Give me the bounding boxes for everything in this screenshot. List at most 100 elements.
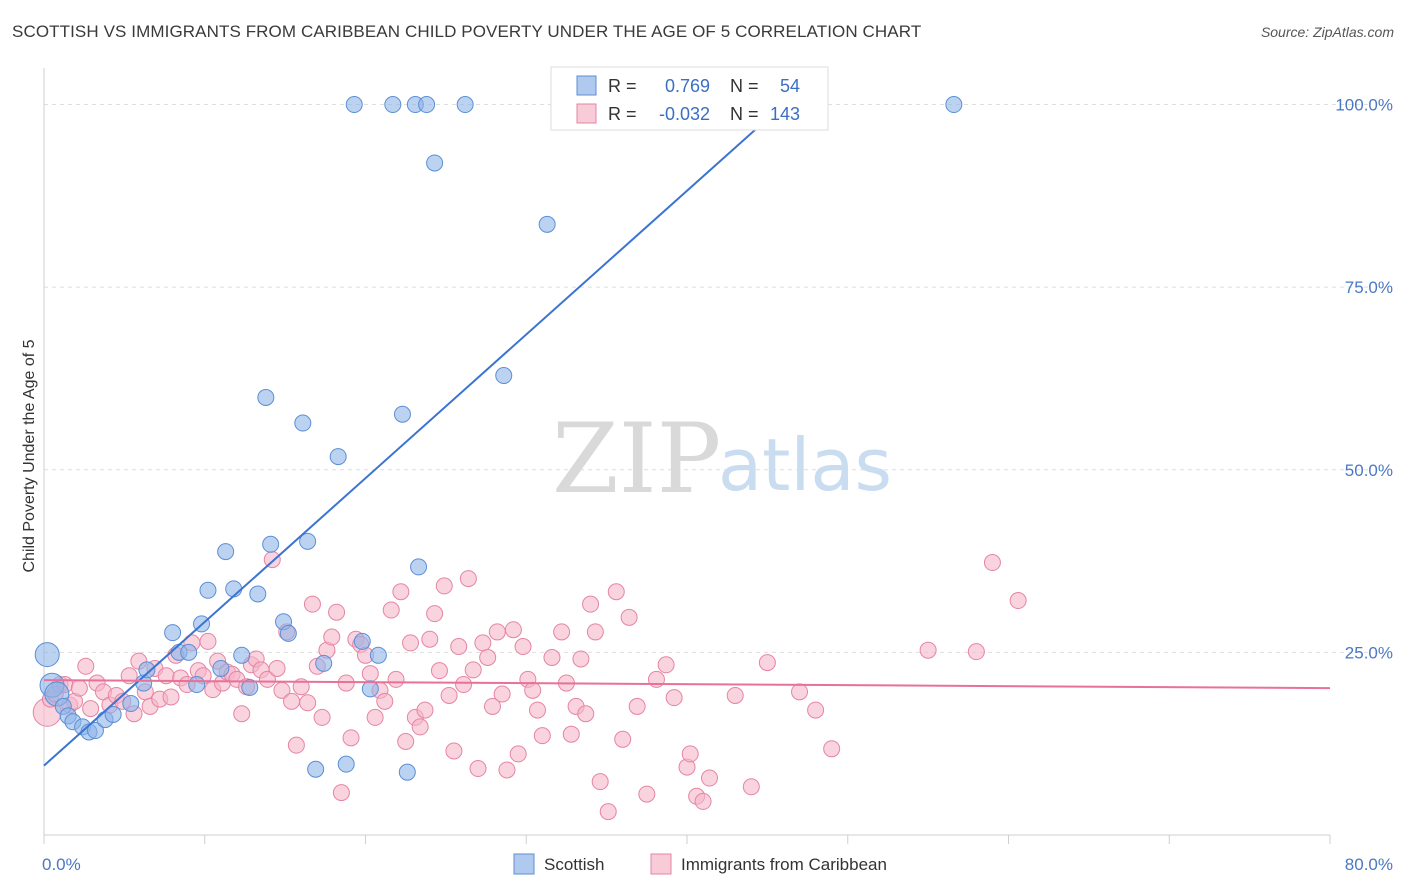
caribbean-point bbox=[553, 623, 571, 641]
caribbean-point bbox=[342, 729, 360, 747]
caribbean-point bbox=[967, 643, 985, 661]
scottish-point bbox=[456, 96, 474, 114]
caribbean-point bbox=[299, 694, 317, 712]
scottish-point bbox=[279, 624, 297, 642]
scottish-point bbox=[353, 632, 371, 650]
caribbean-point bbox=[435, 577, 453, 595]
caribbean-point bbox=[498, 761, 516, 779]
scottish-point bbox=[217, 543, 235, 561]
scottish-point bbox=[180, 643, 198, 661]
scottish-point bbox=[307, 760, 325, 778]
scottish-point bbox=[369, 646, 387, 664]
y-axis-label: Child Poverty Under the Age of 5 bbox=[21, 339, 38, 572]
caribbean-point bbox=[620, 608, 638, 626]
caribbean-point bbox=[411, 718, 429, 736]
legend-label-caribbean: Immigrants from Caribbean bbox=[681, 855, 887, 874]
grid bbox=[44, 104, 1370, 653]
y-tick-label: 100.0% bbox=[1335, 96, 1393, 115]
caribbean-point bbox=[421, 630, 439, 648]
scottish-point bbox=[384, 96, 402, 114]
scottish-point bbox=[418, 96, 436, 114]
chart-title: SCOTTISH VS IMMIGRANTS FROM CARIBBEAN CH… bbox=[12, 22, 922, 41]
caribbean-point bbox=[657, 656, 675, 674]
caribbean-point bbox=[199, 632, 217, 650]
legend: Scottish Immigrants from Caribbean bbox=[513, 853, 887, 875]
caribbean-point bbox=[464, 661, 482, 679]
caribbean-point bbox=[586, 623, 604, 641]
scottish-point bbox=[426, 154, 444, 172]
caribbean-point bbox=[258, 670, 276, 688]
scottish-point bbox=[495, 367, 513, 385]
scottish-point bbox=[337, 755, 355, 773]
caribbean-point bbox=[529, 701, 547, 719]
caribbean-point bbox=[382, 601, 400, 619]
stats-box: R = 0.769 N = 54 R = -0.032 N = 143 bbox=[550, 66, 829, 131]
caribbean-point bbox=[303, 595, 321, 613]
caribbean-point bbox=[726, 686, 744, 704]
stats-swatch-caribbean bbox=[576, 103, 597, 124]
stats-r-label-caribbean: R = bbox=[608, 104, 637, 124]
caribbean-point bbox=[483, 697, 501, 715]
scottish-point bbox=[361, 680, 379, 698]
caribbean-point bbox=[361, 665, 379, 683]
caribbean-point bbox=[328, 603, 346, 621]
stats-r-value-scottish: 0.769 bbox=[665, 76, 710, 96]
caribbean-point bbox=[77, 657, 95, 675]
watermark-atlas: atlas bbox=[718, 423, 892, 507]
chart-source: Source: ZipAtlas.com bbox=[1260, 24, 1394, 40]
caribbean-point bbox=[614, 730, 632, 748]
scottish-point bbox=[262, 535, 280, 553]
caribbean-point bbox=[1009, 592, 1027, 610]
caribbean-point bbox=[233, 705, 251, 723]
scottish-point bbox=[315, 654, 333, 672]
x-tick-label: 80.0% bbox=[1345, 855, 1393, 874]
caribbean-point bbox=[474, 634, 492, 652]
caribbean-point bbox=[469, 760, 487, 778]
caribbean-point bbox=[313, 708, 331, 726]
legend-swatch-caribbean bbox=[650, 853, 672, 875]
caribbean-point bbox=[402, 634, 420, 652]
caribbean-point bbox=[162, 688, 180, 706]
caribbean-point bbox=[479, 648, 497, 666]
caribbean-point bbox=[599, 803, 617, 821]
caribbean-point bbox=[440, 686, 458, 704]
caribbean-point bbox=[514, 638, 532, 656]
watermark-zip: ZIP bbox=[552, 403, 721, 515]
caribbean-point bbox=[543, 648, 561, 666]
caribbean-point bbox=[628, 697, 646, 715]
caribbean-point bbox=[577, 705, 595, 723]
stats-n-label-caribbean: N = bbox=[730, 104, 759, 124]
caribbean-point bbox=[392, 583, 410, 601]
caribbean-point bbox=[665, 689, 683, 707]
scottish-point bbox=[249, 585, 267, 603]
scottish-point bbox=[199, 581, 217, 599]
scottish-point bbox=[86, 722, 104, 740]
scottish-point bbox=[164, 624, 182, 642]
y-tick-label: 75.0% bbox=[1345, 278, 1393, 297]
x-tick-labels: 0.0% 80.0% bbox=[42, 855, 1393, 874]
caribbean-point bbox=[397, 732, 415, 750]
scottish-point bbox=[257, 388, 275, 406]
stats-box-frame bbox=[550, 66, 829, 131]
y-tick-labels: 25.0% 50.0% 75.0% 100.0% bbox=[1335, 96, 1393, 663]
caribbean-point bbox=[268, 659, 286, 677]
caribbean-point bbox=[758, 654, 776, 672]
scottish-point bbox=[345, 96, 363, 114]
caribbean-point bbox=[287, 736, 305, 754]
stats-n-label-scottish: N = bbox=[730, 76, 759, 96]
scottish-point bbox=[225, 580, 243, 598]
scottish-point bbox=[122, 695, 140, 713]
scottish-point bbox=[398, 763, 416, 781]
stats-r-value-caribbean: -0.032 bbox=[659, 104, 710, 124]
caribbean-point bbox=[681, 745, 699, 763]
caribbean-point bbox=[493, 685, 511, 703]
legend-label-scottish: Scottish bbox=[544, 855, 604, 874]
scottish-point bbox=[188, 676, 206, 694]
caribbean-point bbox=[638, 785, 656, 803]
caribbean-point bbox=[509, 745, 527, 763]
caribbean-point bbox=[591, 773, 609, 791]
x-tick-label: 0.0% bbox=[42, 855, 81, 874]
scottish-point bbox=[299, 532, 317, 550]
scottish-point bbox=[104, 705, 122, 723]
